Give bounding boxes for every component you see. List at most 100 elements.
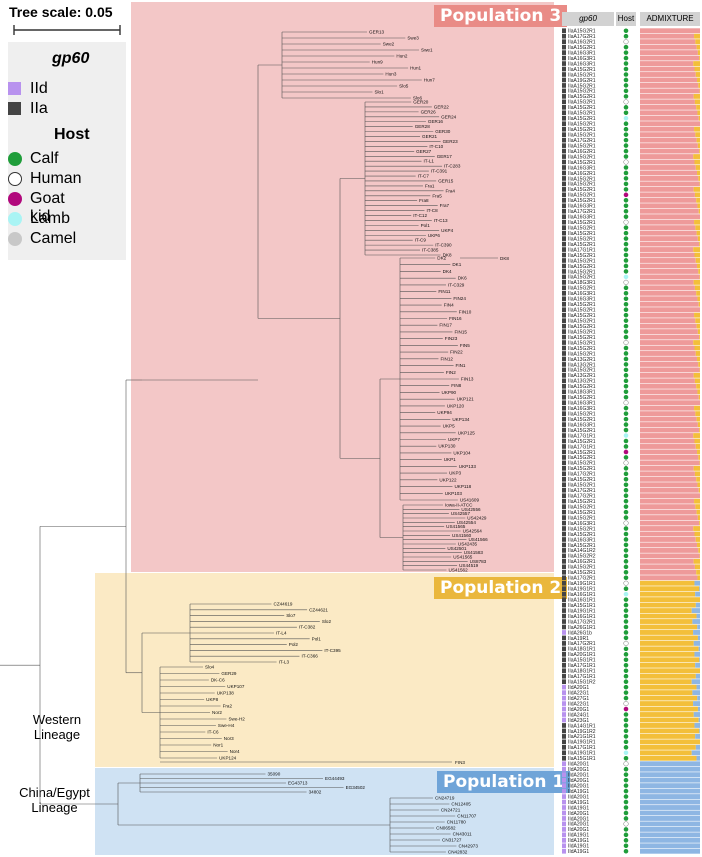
tip-label-35090: 35090 [268,772,281,777]
host-dot [623,50,629,55]
host-dot [623,362,629,367]
subtype-label: IIaA20G1R1 [568,652,596,658]
host-dot [623,323,629,329]
subtype-label: IIdA20G1 [568,816,589,822]
admixture-bar-pop2 [694,99,700,105]
admixture-bar-pop2 [697,236,700,242]
admixture-bar-pop3 [640,378,695,384]
host-dot [623,143,629,148]
gp60-swatch [562,466,566,471]
gp60-swatch [562,77,566,83]
subtype-label: IIaA17G2R1 [568,138,596,144]
tip-label-fin11: FIN11 [438,289,451,294]
tip-label-fin4: FIN4 [444,303,454,308]
gp60-swatch [562,848,566,854]
host-dot [623,39,629,45]
host-dot [623,389,629,395]
host-dot [623,154,629,159]
admixture-bar-pop3 [640,285,695,291]
admixture-bar-pop2 [694,438,700,444]
admixture-bar-pop3 [640,55,700,61]
admixture-bar-pop2 [699,241,700,247]
subtype-label: IIaA17G2R1 [568,619,596,625]
tip-label-fra2: Fra2 [223,704,233,709]
admixture-bar-pop2 [640,701,694,707]
admixture-bar-pop1 [640,810,700,816]
host-dot [623,225,629,230]
camel-dot [8,232,22,246]
admixture-bar-pop1 [693,640,700,646]
admixture-bar-pop2 [694,192,700,198]
host-dot [623,296,629,302]
host-dot [623,373,629,378]
subtype-label: IIaA15G2R1 [568,351,596,357]
gp60-swatch [562,739,566,745]
host-dot [623,269,629,274]
admixture-bar-pop2 [696,44,700,50]
calf-dot [8,152,22,166]
gp60-swatch [562,788,566,794]
gp60-swatch [562,832,566,838]
admixture-bar-pop3 [640,50,698,56]
gp60-swatch [562,498,566,504]
tip-label-it-l3: IT-L3 [279,660,290,665]
admixture-bar-pop2 [697,542,700,548]
subtype-label: IIdA26G1b [568,630,592,636]
gp60-swatch [562,706,566,712]
tip-label-nor2: Nor2 [212,710,222,715]
host-column-header: Host [616,12,636,26]
admixture-bar-pop2 [697,110,700,116]
admixture-bar-pop1 [697,695,700,701]
gp60-swatch [562,520,566,526]
subtype-label: IIaA15G2R1 [568,461,596,467]
subtype-label: IIdA20G1 [568,783,589,789]
host-dot [623,531,629,537]
host-dot [623,444,629,449]
admixture-bar-pop2 [693,61,700,66]
gp60-swatch [562,33,566,39]
admixture-bar-pop2 [697,515,700,521]
admixture-bar-pop3 [640,394,699,400]
admixture-bar-pop2 [698,83,700,88]
subtype-label: IIaA17G1R1 [568,663,596,669]
admixture-bar-pop2 [694,498,700,504]
gp60-swatch [562,132,566,138]
admixture-bar-pop3 [640,307,700,313]
gp60-swatch [562,805,566,810]
admixture-bar-pop1 [691,750,700,756]
admixture-bar-pop2 [695,351,700,356]
admixture-bar-pop2 [694,66,700,72]
gp60-swatch [562,723,566,728]
subtype-label: IIaA15G2R1 [568,67,596,73]
gp60-swatch [562,400,566,406]
admixture-bar-pop2 [697,143,700,149]
admixture-bar-pop3 [640,279,694,285]
admixture-bar-pop1 [697,624,700,630]
lamb-dot [8,212,22,226]
admixture-bar-pop2 [694,33,700,39]
tip-label-us42564: US42564 [463,529,483,534]
host-dot [623,44,629,50]
admixture-bar-pop3 [640,241,700,247]
subtype-label: IIdA20G1 [568,794,589,800]
tip-label-ger26: GER26 [421,109,437,114]
admixture-bar-pop2 [695,444,700,449]
admixture-bar-pop3 [640,247,694,252]
subtype-label: IIaA19G1R2 [568,729,596,735]
tip-label-cn42832: CN42832 [448,850,468,855]
host-dot [623,559,629,564]
tip-label-slo6: Slo6 [413,96,423,101]
gp60-swatch [562,575,566,581]
host-dot [623,509,629,515]
tip-label-it-c329: IT-C329 [448,282,465,287]
host-dot [623,318,629,323]
host-dot [623,455,629,460]
gp60-swatch [562,236,566,241]
gp60-swatch [562,367,566,373]
gp60-swatch [562,810,566,816]
subtype-label: IIaA15G2R1 [568,411,596,417]
admixture-bar-pop2 [697,170,700,176]
gp60-swatch [562,695,566,701]
admixture-bar-pop3 [640,258,696,263]
host-dot [623,799,629,805]
